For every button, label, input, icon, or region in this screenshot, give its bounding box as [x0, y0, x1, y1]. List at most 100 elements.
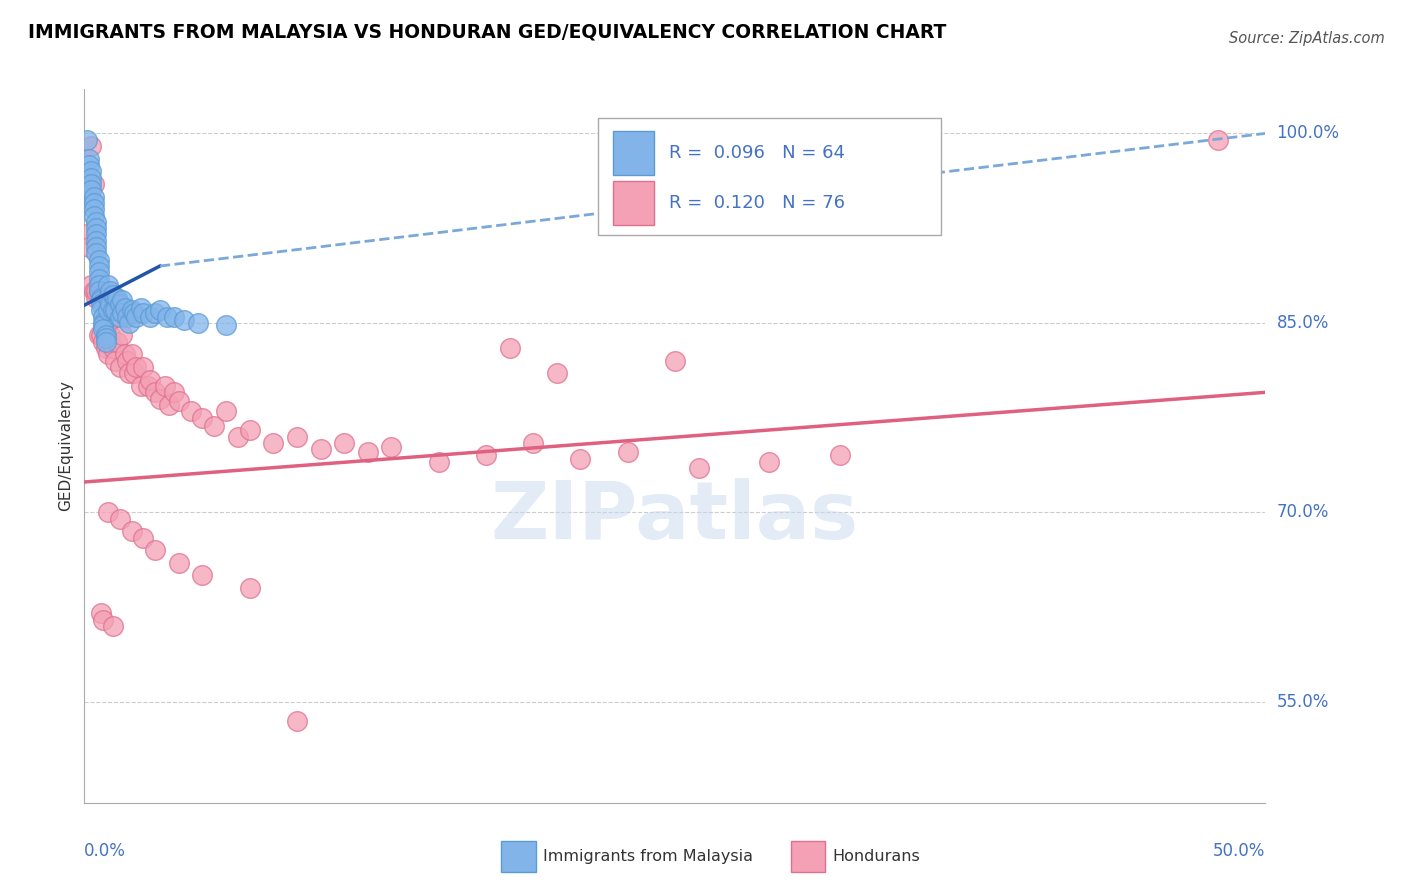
Point	[76, 227, 98, 242]
Point	[91, 334, 114, 349]
FancyBboxPatch shape	[613, 180, 654, 225]
Point	[77, 158, 100, 172]
Point	[84, 240, 107, 254]
Text: R =  0.096   N = 64: R = 0.096 N = 64	[669, 144, 845, 161]
Point	[688, 461, 710, 475]
Point	[143, 385, 166, 400]
Point	[84, 291, 107, 305]
Point	[80, 277, 103, 292]
Text: R =  0.120   N = 76: R = 0.120 N = 76	[669, 194, 845, 211]
Point	[1206, 133, 1229, 147]
Point	[87, 252, 110, 267]
Point	[80, 177, 103, 191]
Point	[202, 419, 225, 434]
Point	[380, 440, 402, 454]
Point	[107, 334, 129, 349]
Point	[427, 455, 450, 469]
FancyBboxPatch shape	[598, 118, 941, 235]
Point	[180, 404, 202, 418]
Point	[84, 221, 107, 235]
Point	[83, 209, 105, 223]
Point	[91, 322, 114, 336]
Point	[664, 353, 686, 368]
Point	[104, 353, 127, 368]
FancyBboxPatch shape	[613, 130, 654, 175]
Point	[90, 303, 112, 318]
Text: 85.0%: 85.0%	[1277, 314, 1329, 332]
Point	[163, 310, 186, 324]
Point	[114, 301, 136, 315]
Point	[101, 341, 124, 355]
Point	[546, 367, 568, 381]
Point	[90, 607, 112, 621]
Point	[569, 452, 592, 467]
Point	[157, 398, 180, 412]
Point	[94, 334, 117, 349]
Point	[101, 619, 124, 633]
Point	[215, 318, 238, 333]
Point	[98, 297, 121, 311]
Point	[616, 444, 638, 458]
Point	[87, 277, 110, 292]
Point	[285, 714, 308, 728]
Point	[90, 291, 112, 305]
Text: Immigrants from Malaysia: Immigrants from Malaysia	[543, 849, 752, 863]
Point	[83, 285, 105, 299]
Point	[167, 556, 190, 570]
Point	[136, 379, 159, 393]
Point	[104, 291, 127, 305]
Point	[104, 303, 127, 318]
Point	[90, 328, 112, 343]
Point	[94, 303, 117, 318]
Point	[163, 385, 186, 400]
Point	[226, 429, 249, 443]
Point	[98, 285, 121, 299]
Point	[76, 133, 98, 147]
Y-axis label: GED/Equivalency: GED/Equivalency	[58, 381, 73, 511]
Point	[118, 316, 141, 330]
Point	[87, 259, 110, 273]
Text: IMMIGRANTS FROM MALAYSIA VS HONDURAN GED/EQUIVALENCY CORRELATION CHART: IMMIGRANTS FROM MALAYSIA VS HONDURAN GED…	[28, 22, 946, 41]
Point	[97, 316, 120, 330]
Point	[115, 310, 138, 324]
Point	[167, 394, 190, 409]
Point	[111, 306, 134, 320]
Point	[84, 234, 107, 248]
Point	[139, 373, 162, 387]
Text: 70.0%: 70.0%	[1277, 503, 1329, 521]
Point	[132, 306, 155, 320]
Point	[121, 303, 143, 318]
Point	[114, 347, 136, 361]
Point	[97, 303, 120, 318]
Point	[84, 227, 107, 242]
Point	[108, 360, 131, 375]
Point	[191, 568, 214, 582]
Point	[97, 291, 120, 305]
Point	[91, 291, 114, 305]
Point	[80, 164, 103, 178]
Point	[239, 581, 262, 595]
Point	[77, 240, 100, 254]
Point	[97, 277, 120, 292]
Point	[101, 288, 124, 302]
Point	[84, 215, 107, 229]
Point	[357, 444, 380, 458]
Point	[309, 442, 332, 457]
Point	[522, 435, 544, 450]
Point	[108, 297, 131, 311]
Text: 55.0%: 55.0%	[1277, 693, 1329, 711]
Point	[87, 265, 110, 279]
Text: Hondurans: Hondurans	[832, 849, 920, 863]
Point	[97, 347, 120, 361]
Point	[132, 531, 155, 545]
Point	[83, 177, 105, 191]
Point	[132, 360, 155, 375]
Point	[108, 310, 131, 324]
Point	[143, 543, 166, 558]
Point	[125, 360, 148, 375]
Point	[173, 313, 195, 327]
Point	[91, 613, 114, 627]
Point	[191, 410, 214, 425]
Point	[90, 291, 112, 305]
Point	[83, 195, 105, 210]
